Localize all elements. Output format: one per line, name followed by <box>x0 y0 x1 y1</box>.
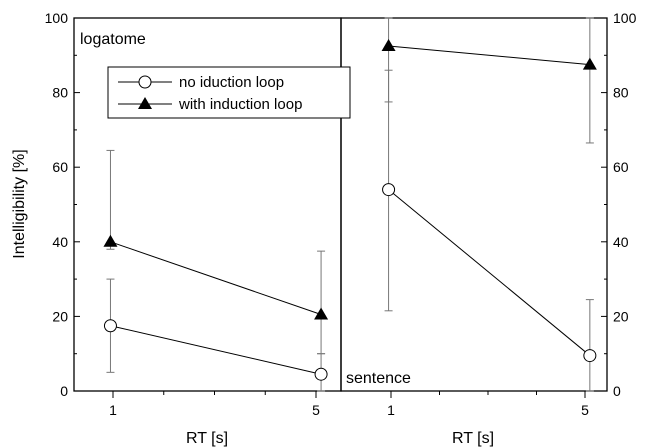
x-tick-label: 5 <box>581 402 589 418</box>
data-point-circle <box>103 319 117 333</box>
y-tick-label-left: 100 <box>45 10 69 26</box>
data-point-circle <box>314 367 328 381</box>
legend-marker-circle <box>138 75 152 89</box>
data-point-triangle <box>582 57 597 70</box>
x-axis-title-left: RT [s] <box>186 430 228 447</box>
axis-titles: Intelligibility [%] RT [s] RT [s] <box>11 149 494 447</box>
panel-label-sentence: sentence <box>346 370 411 387</box>
data-point-circle <box>382 183 396 197</box>
legend-label-with-loop: with induction loop <box>178 96 302 113</box>
y-tick-label-right: 0 <box>613 383 621 399</box>
y-tick-label-right: 100 <box>613 10 637 26</box>
legend: no iduction loop with induction loop <box>107 66 351 119</box>
y-tick-label-left: 40 <box>52 234 68 250</box>
data-point-triangle <box>381 38 396 51</box>
y-tick-label-left: 0 <box>60 383 68 399</box>
panel-labels: logatome sentence <box>80 31 411 387</box>
series-line <box>388 45 590 66</box>
y-tick-label-right: 20 <box>613 308 629 324</box>
data-point-triangle <box>314 307 329 320</box>
x-tick-label: 5 <box>312 402 320 418</box>
x-tick-label: 1 <box>387 402 395 418</box>
series-line <box>110 241 322 316</box>
legend-label-no-loop: no iduction loop <box>179 74 284 91</box>
panel-label-logatome: logatome <box>80 31 146 48</box>
y-tick-label-right: 60 <box>613 159 629 175</box>
plot-frame <box>340 17 608 392</box>
y-tick-label-left: 60 <box>52 159 68 175</box>
panel-sentence: 0 20 40 60 80 100 1 5 <box>340 10 637 418</box>
data-point-triangle <box>103 234 118 247</box>
y-tick-label-right: 40 <box>613 234 629 250</box>
series-line <box>388 189 591 356</box>
y-axis-title: Intelligibility [%] <box>11 149 28 258</box>
x-tick-label: 1 <box>109 402 117 418</box>
panel-logatome: 0 20 40 60 80 100 1 5 <box>45 10 342 418</box>
series-line <box>110 325 322 375</box>
y-tick-label-left: 80 <box>52 85 68 101</box>
y-tick-label-left: 20 <box>52 308 68 324</box>
legend-box <box>107 66 351 119</box>
legend-marker-triangle <box>138 97 152 109</box>
x-axis-title-right: RT [s] <box>452 430 494 447</box>
data-point-circle <box>583 349 597 363</box>
y-tick-label-right: 80 <box>613 85 629 101</box>
